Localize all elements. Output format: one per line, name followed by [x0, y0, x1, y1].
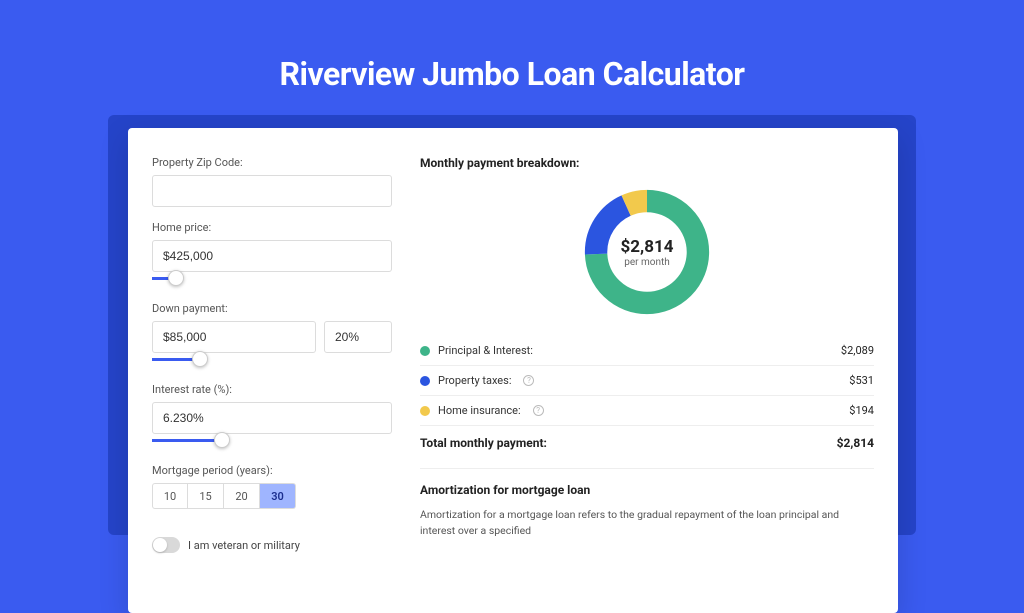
total-row: Total monthly payment: $2,814 [420, 425, 874, 464]
total-value: $2,814 [837, 436, 874, 450]
price-label: Home price: [152, 221, 392, 234]
breakdown-heading: Monthly payment breakdown: [420, 156, 874, 178]
price-input[interactable] [152, 240, 392, 272]
total-label: Total monthly payment: [420, 436, 547, 450]
legend-label: Property taxes: [438, 374, 511, 387]
veteran-toggle-row: I am veteran or military [152, 537, 392, 553]
legend-row: Principal & Interest: $2,089 [420, 336, 874, 365]
zip-label: Property Zip Code: [152, 156, 392, 169]
period-group: 10152030 [152, 483, 392, 509]
rate-input[interactable] [152, 402, 392, 434]
period-option-15[interactable]: 15 [188, 483, 224, 509]
legend-label: Home insurance: [438, 404, 521, 417]
legend-dot-icon [420, 376, 430, 386]
amortization-section: Amortization for mortgage loan Amortizat… [420, 468, 874, 539]
info-icon[interactable]: ? [523, 375, 534, 386]
breakdown-donut-chart: $2,814 per month [583, 188, 711, 316]
down-percent-input[interactable] [324, 321, 392, 353]
period-option-10[interactable]: 10 [152, 483, 188, 509]
down-slider[interactable] [152, 351, 392, 369]
legend-value: $531 [849, 374, 874, 387]
veteran-toggle[interactable] [152, 537, 180, 553]
legend-row: Property taxes:? $531 [420, 365, 874, 395]
period-label: Mortgage period (years): [152, 464, 392, 477]
breakdown-column: Monthly payment breakdown: $2,814 per mo… [420, 156, 874, 553]
donut-per-month-label: per month [624, 257, 670, 268]
legend-dot-icon [420, 406, 430, 416]
amortization-heading: Amortization for mortgage loan [420, 483, 874, 497]
calculator-card: Property Zip Code: Home price: Down paym… [128, 128, 898, 613]
rate-label: Interest rate (%): [152, 383, 392, 396]
legend-dot-icon [420, 346, 430, 356]
legend-value: $194 [849, 404, 874, 417]
info-icon[interactable]: ? [533, 405, 544, 416]
price-slider[interactable] [152, 270, 392, 288]
form-column: Property Zip Code: Home price: Down paym… [152, 156, 392, 553]
donut-total-amount: $2,814 [621, 237, 674, 257]
donut-wrap: $2,814 per month [420, 178, 874, 336]
legend-row: Home insurance:? $194 [420, 395, 874, 425]
zip-input[interactable] [152, 175, 392, 207]
period-option-30[interactable]: 30 [260, 483, 296, 509]
legend-label: Principal & Interest: [438, 344, 533, 357]
period-option-20[interactable]: 20 [224, 483, 260, 509]
down-amount-input[interactable] [152, 321, 316, 353]
breakdown-legend: Principal & Interest: $2,089 Property taxe… [420, 336, 874, 425]
page-title: Riverview Jumbo Loan Calculator [0, 0, 1024, 123]
rate-slider[interactable] [152, 432, 392, 450]
veteran-label: I am veteran or military [188, 539, 300, 552]
legend-value: $2,089 [841, 344, 874, 357]
down-label: Down payment: [152, 302, 392, 315]
